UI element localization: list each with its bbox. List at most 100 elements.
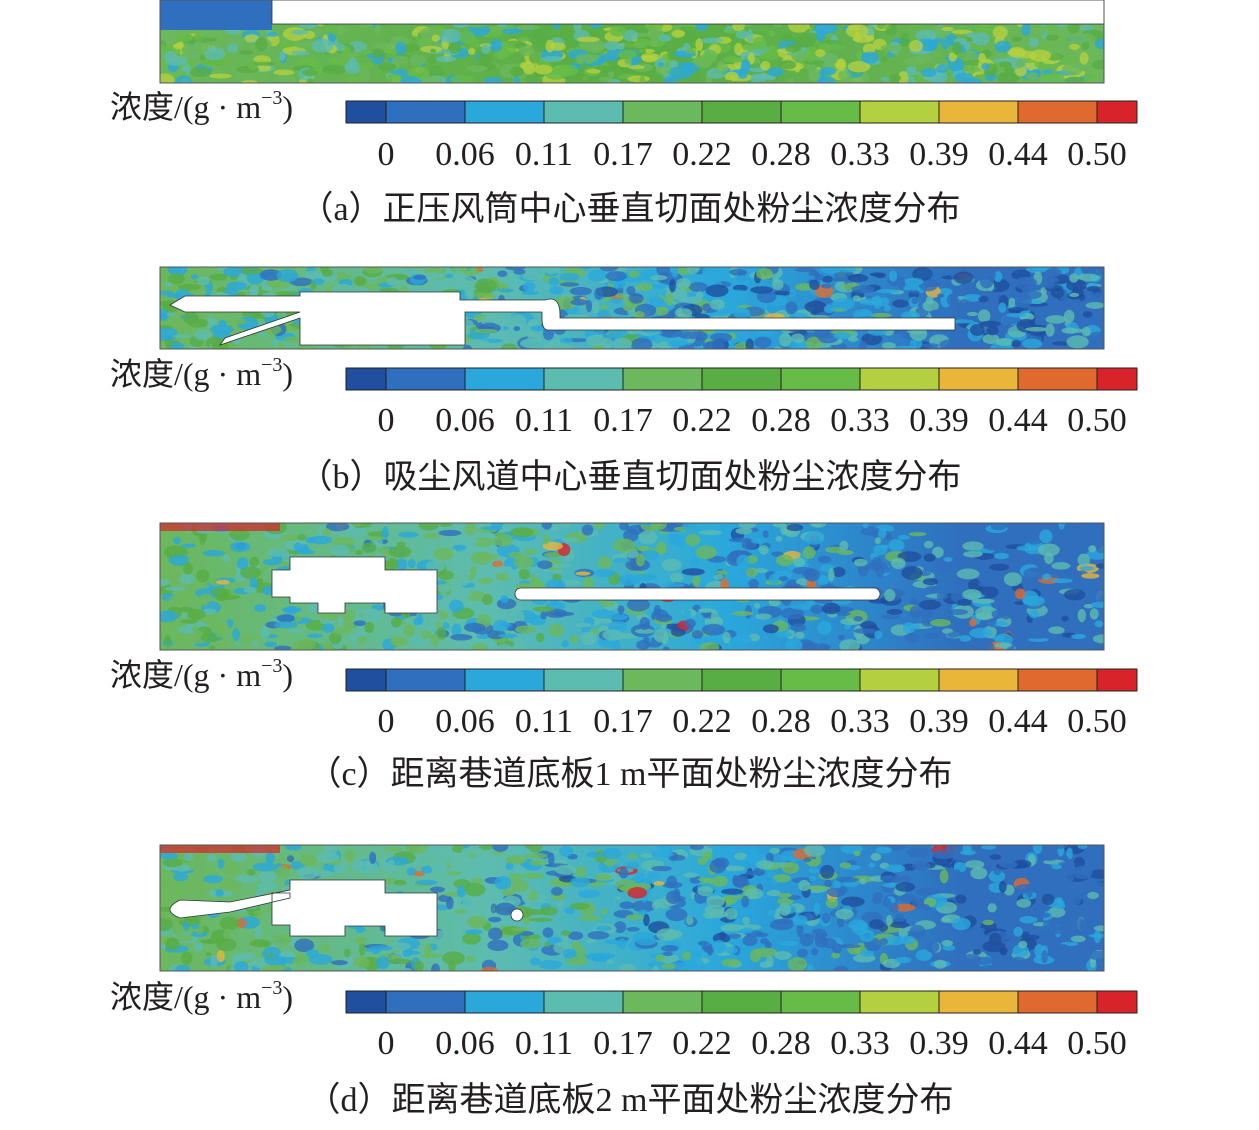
contour-blob xyxy=(808,875,817,882)
contour-blob xyxy=(421,953,444,958)
contour-blob xyxy=(650,275,668,281)
contour-blob xyxy=(941,26,954,32)
contour-blob xyxy=(205,316,217,328)
contour-blob xyxy=(735,919,743,926)
contour-blob xyxy=(898,928,908,938)
contour-blob xyxy=(750,286,774,294)
contour-blob xyxy=(720,923,744,932)
contour-blob xyxy=(296,638,316,650)
contour-blob xyxy=(665,623,682,630)
contour-blob xyxy=(415,879,438,886)
contour-blob xyxy=(713,574,724,580)
contour-blob xyxy=(1021,22,1031,36)
contour-blob xyxy=(697,940,710,946)
contour-blob xyxy=(1087,891,1099,900)
contour-blob xyxy=(474,850,496,865)
contour-blob xyxy=(1013,859,1032,869)
contour-blob xyxy=(844,623,852,630)
contour-blob xyxy=(513,555,534,569)
contour-blob xyxy=(480,966,499,971)
contour-blob xyxy=(1038,63,1057,69)
contour-blob xyxy=(911,297,919,305)
contour-blob xyxy=(962,589,982,600)
contour-blob xyxy=(658,34,672,42)
contour-blob xyxy=(619,963,636,971)
contour-blob xyxy=(880,44,903,52)
contour-blob xyxy=(973,46,985,53)
caption: （c）距离巷道底板1 m平面处粉尘浓度分布 xyxy=(307,755,952,793)
contour-blob xyxy=(1001,538,1015,545)
contour-blob xyxy=(463,882,486,897)
contour-plot xyxy=(160,523,1104,650)
contour-blob xyxy=(402,949,412,958)
contour-blob xyxy=(713,857,730,869)
contour-blob xyxy=(921,68,937,77)
contour-blob xyxy=(160,0,272,30)
contour-blob xyxy=(969,323,985,336)
contour-blob xyxy=(772,279,784,291)
contour-blob xyxy=(767,909,776,918)
contour-blob xyxy=(529,573,536,582)
contour-blob xyxy=(722,631,731,644)
contour-blob xyxy=(233,961,249,971)
plot-frame xyxy=(159,522,1105,651)
contour-blob xyxy=(407,558,416,569)
contour-blob xyxy=(436,627,447,640)
contour-blob xyxy=(799,933,814,947)
plot-frame xyxy=(159,0,1105,84)
contour-blob xyxy=(279,534,301,542)
contour-blob xyxy=(359,942,366,956)
contour-blob xyxy=(587,930,610,940)
contour-blob xyxy=(219,878,242,891)
contour-blob xyxy=(1064,76,1085,83)
contour-blob xyxy=(615,879,638,891)
contour-blob xyxy=(357,63,366,69)
contour-blob xyxy=(364,621,375,634)
contour-blob xyxy=(647,871,661,880)
colorbar-segment xyxy=(465,991,544,1013)
contour-blob xyxy=(388,545,412,559)
contour-blob xyxy=(880,875,902,882)
contour-blob xyxy=(899,32,910,47)
contour-blob xyxy=(913,338,923,349)
colorbar-frame xyxy=(345,367,1138,391)
contour-blob xyxy=(740,59,751,73)
contour-blob xyxy=(845,23,869,38)
contour-blob xyxy=(858,340,868,349)
contour-blob xyxy=(165,937,180,951)
contour-blob xyxy=(682,951,692,960)
contour-blob xyxy=(500,343,518,349)
contour-blob xyxy=(886,914,893,926)
colorbar-segment xyxy=(1018,101,1097,123)
contour-blob xyxy=(1011,36,1023,42)
contour-blob xyxy=(1081,326,1091,337)
geometry xyxy=(514,587,881,601)
contour-blob xyxy=(989,932,1002,946)
contour-blob xyxy=(969,627,993,639)
contour-blob xyxy=(1092,589,1104,604)
contour-blob xyxy=(1045,315,1067,324)
contour-blob xyxy=(160,578,170,587)
contour-blob xyxy=(494,876,512,890)
contour-blob xyxy=(778,892,792,898)
contour-blob xyxy=(775,554,794,567)
contour-blob xyxy=(161,644,174,650)
contour-blob xyxy=(702,851,713,861)
contour-blob xyxy=(521,290,540,296)
contour-blob xyxy=(999,947,1008,956)
contour-blob xyxy=(681,296,702,304)
contour-blob xyxy=(836,58,847,72)
contour-blob xyxy=(1081,573,1100,579)
contour-blob xyxy=(1090,292,1104,300)
contour-blob xyxy=(435,55,457,63)
colorbar-segment xyxy=(386,101,465,123)
contour-blob xyxy=(438,28,462,43)
contour-blob xyxy=(431,963,440,971)
contour-blob xyxy=(790,623,807,632)
contour-blob xyxy=(898,71,909,83)
contour-blob xyxy=(287,628,304,634)
contour-blob xyxy=(803,568,820,582)
contour-blob xyxy=(746,567,758,578)
colorbar-tick-label: 0 xyxy=(378,703,395,740)
contour-blob xyxy=(894,913,905,924)
